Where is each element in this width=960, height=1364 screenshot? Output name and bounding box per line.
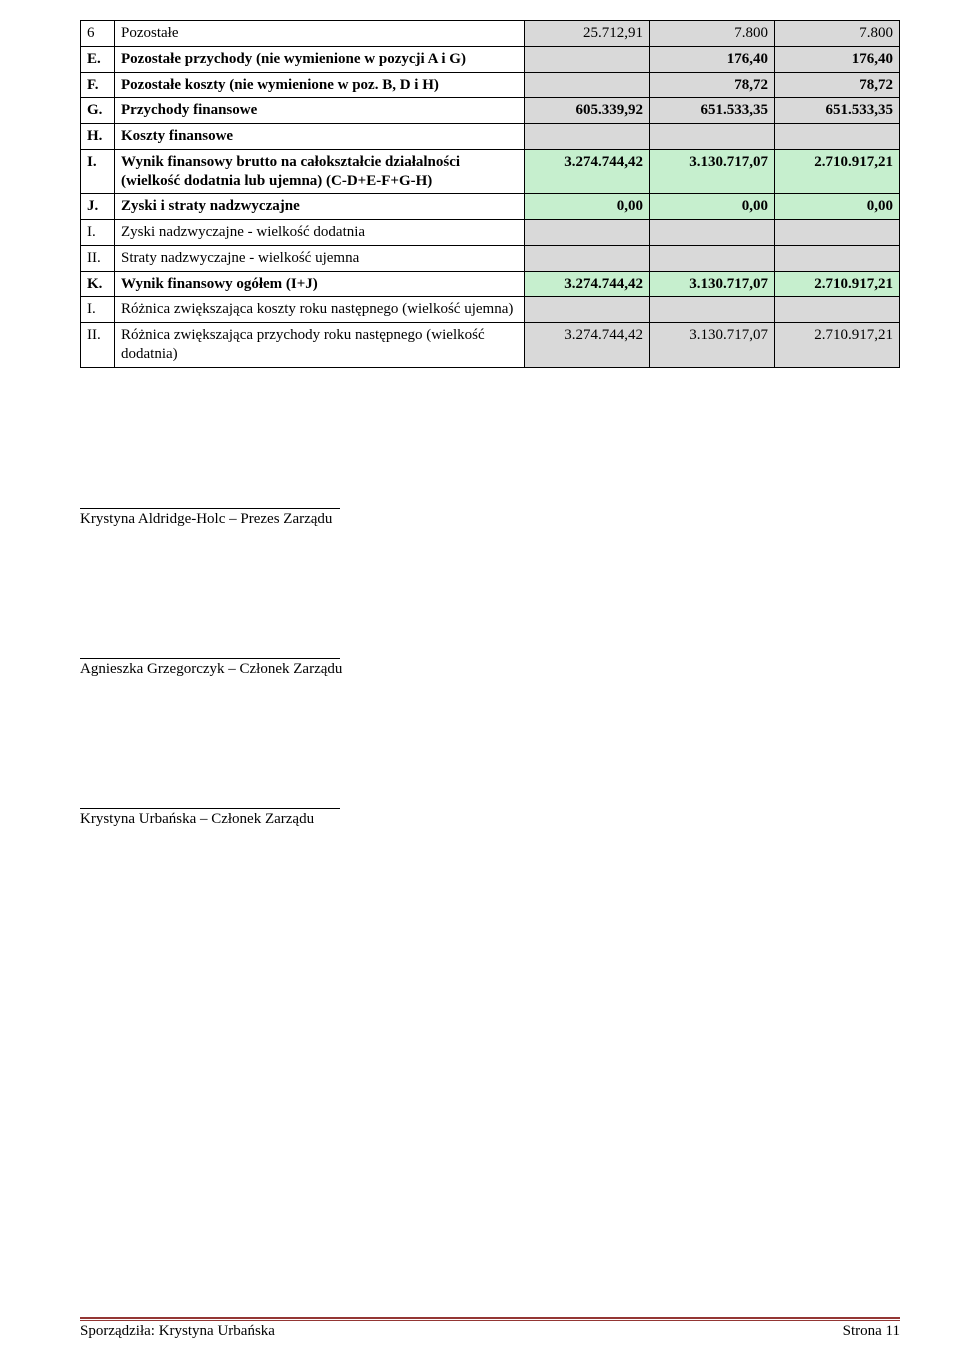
table-cell [775,220,900,246]
table-cell: 2.710.917,21 [775,271,900,297]
signature-block: Agnieszka Grzegorczyk – Członek Zarządu [80,658,900,678]
table-cell [525,46,650,72]
table-cell: 0,00 [525,194,650,220]
table-cell: 78,72 [775,72,900,98]
table-cell: 7.800 [650,21,775,47]
table-row: I.Zyski nadzwyczajne - wielkość dodatnia [81,220,900,246]
table-cell: K. [81,271,115,297]
table-cell: Wynik finansowy ogółem (I+J) [115,271,525,297]
table-cell: 176,40 [650,46,775,72]
table-cell: 0,00 [650,194,775,220]
table-cell: Różnica zwiększająca koszty roku następn… [115,297,525,323]
table-cell [775,245,900,271]
table-cell [650,220,775,246]
table-cell [525,124,650,150]
table-cell: Pozostałe koszty (nie wymienione w poz. … [115,72,525,98]
table-cell [525,297,650,323]
table-row: E.Pozostałe przychody (nie wymienione w … [81,46,900,72]
table-row: 6Pozostałe25.712,917.8007.800 [81,21,900,47]
table-cell: I. [81,149,115,194]
table-cell: F. [81,72,115,98]
table-row: F.Pozostałe koszty (nie wymienione w poz… [81,72,900,98]
signature-line [80,658,340,659]
table-cell: I. [81,297,115,323]
table-cell: E. [81,46,115,72]
footer-rule [80,1317,900,1321]
table-cell [525,220,650,246]
table-cell: Pozostałe [115,21,525,47]
footer-left: Sporządziła: Krystyna Urbańska [80,1323,275,1340]
footer-right: Strona 11 [843,1323,900,1340]
table-cell [525,72,650,98]
table-cell: 0,00 [775,194,900,220]
table-cell: 651.533,35 [775,98,900,124]
signature-name: Krystyna Urbańska – Członek Zarządu [80,811,900,828]
table-cell: 651.533,35 [650,98,775,124]
table-cell: 2.710.917,21 [775,149,900,194]
table-cell: 7.800 [775,21,900,47]
table-cell: Różnica zwiększająca przychody roku nast… [115,323,525,368]
table-cell: 78,72 [650,72,775,98]
signature-line [80,808,340,809]
table-cell: 3.130.717,07 [650,323,775,368]
signature-name: Krystyna Aldridge-Holc – Prezes Zarządu [80,511,900,528]
table-cell: Przychody finansowe [115,98,525,124]
table-row: II.Różnica zwiększająca przychody roku n… [81,323,900,368]
table-cell: II. [81,323,115,368]
table-cell: 2.710.917,21 [775,323,900,368]
table-row: G.Przychody finansowe605.339,92651.533,3… [81,98,900,124]
table-cell: 3.130.717,07 [650,149,775,194]
table-cell [775,297,900,323]
table-row: J.Zyski i straty nadzwyczajne0,000,000,0… [81,194,900,220]
financial-table: 6Pozostałe25.712,917.8007.800E.Pozostałe… [80,20,900,368]
table-row: K.Wynik finansowy ogółem (I+J)3.274.744,… [81,271,900,297]
page-footer: Sporządziła: Krystyna Urbańska Strona 11 [80,1317,900,1340]
signature-block: Krystyna Urbańska – Członek Zarządu [80,808,900,828]
table-cell: 25.712,91 [525,21,650,47]
table-cell [650,124,775,150]
table-cell: I. [81,220,115,246]
table-row: I.Różnica zwiększająca koszty roku nastę… [81,297,900,323]
table-cell: II. [81,245,115,271]
table-cell: 176,40 [775,46,900,72]
table-cell: J. [81,194,115,220]
table-cell: Zyski nadzwyczajne - wielkość dodatnia [115,220,525,246]
table-row: II.Straty nadzwyczajne - wielkość ujemna [81,245,900,271]
table-cell: 3.130.717,07 [650,271,775,297]
table-cell [525,245,650,271]
table-cell: Straty nadzwyczajne - wielkość ujemna [115,245,525,271]
table-cell [775,124,900,150]
table-cell [650,297,775,323]
table-cell: 605.339,92 [525,98,650,124]
table-cell: Zyski i straty nadzwyczajne [115,194,525,220]
table-cell: Wynik finansowy brutto na całokształcie … [115,149,525,194]
table-cell: 3.274.744,42 [525,149,650,194]
table-cell: 3.274.744,42 [525,323,650,368]
table-cell [650,245,775,271]
table-cell: 3.274.744,42 [525,271,650,297]
signature-block: Krystyna Aldridge-Holc – Prezes Zarządu [80,508,900,528]
table-row: I.Wynik finansowy brutto na całokształci… [81,149,900,194]
table-row: H.Koszty finansowe [81,124,900,150]
table-cell: Koszty finansowe [115,124,525,150]
table-cell: Pozostałe przychody (nie wymienione w po… [115,46,525,72]
signature-line [80,508,340,509]
table-cell: 6 [81,21,115,47]
signature-name: Agnieszka Grzegorczyk – Członek Zarządu [80,661,900,678]
table-cell: H. [81,124,115,150]
table-cell: G. [81,98,115,124]
